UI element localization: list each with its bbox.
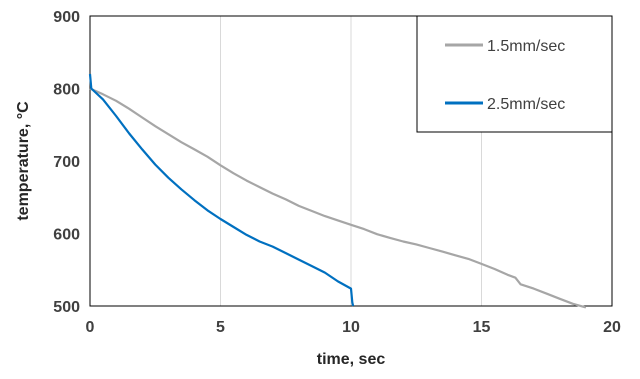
plot-area-border: [89, 15, 613, 307]
x-tick-label: 0: [86, 319, 95, 336]
y-tick-label: 900: [53, 9, 80, 26]
x-tick-label: 20: [603, 319, 621, 336]
legend-box: [416, 15, 613, 133]
x-tick-label: 5: [216, 319, 225, 336]
y-tick-label: 600: [53, 227, 80, 244]
tick-labels: 0 5 10 15 20 500 600 700 800 900: [53, 9, 621, 336]
legend: 1.5mm/sec 2.5mm/sec: [416, 15, 613, 133]
x-axis-title: time, sec: [317, 351, 386, 368]
y-tick-label: 500: [53, 299, 80, 316]
y-tick-label: 700: [53, 154, 80, 171]
x-tick-label: 15: [473, 319, 491, 336]
series-line-1: [89, 87, 587, 309]
y-axis-title: temperature, °C: [15, 101, 32, 221]
legend-label-series-1: 1.5mm/sec: [487, 38, 565, 55]
legend-label-series-2: 2.5mm/sec: [487, 96, 565, 113]
series-layer: [88, 73, 587, 309]
series-line-2: [88, 73, 355, 307]
y-tick-label: 800: [53, 82, 80, 99]
x-tick-label: 10: [342, 319, 360, 336]
